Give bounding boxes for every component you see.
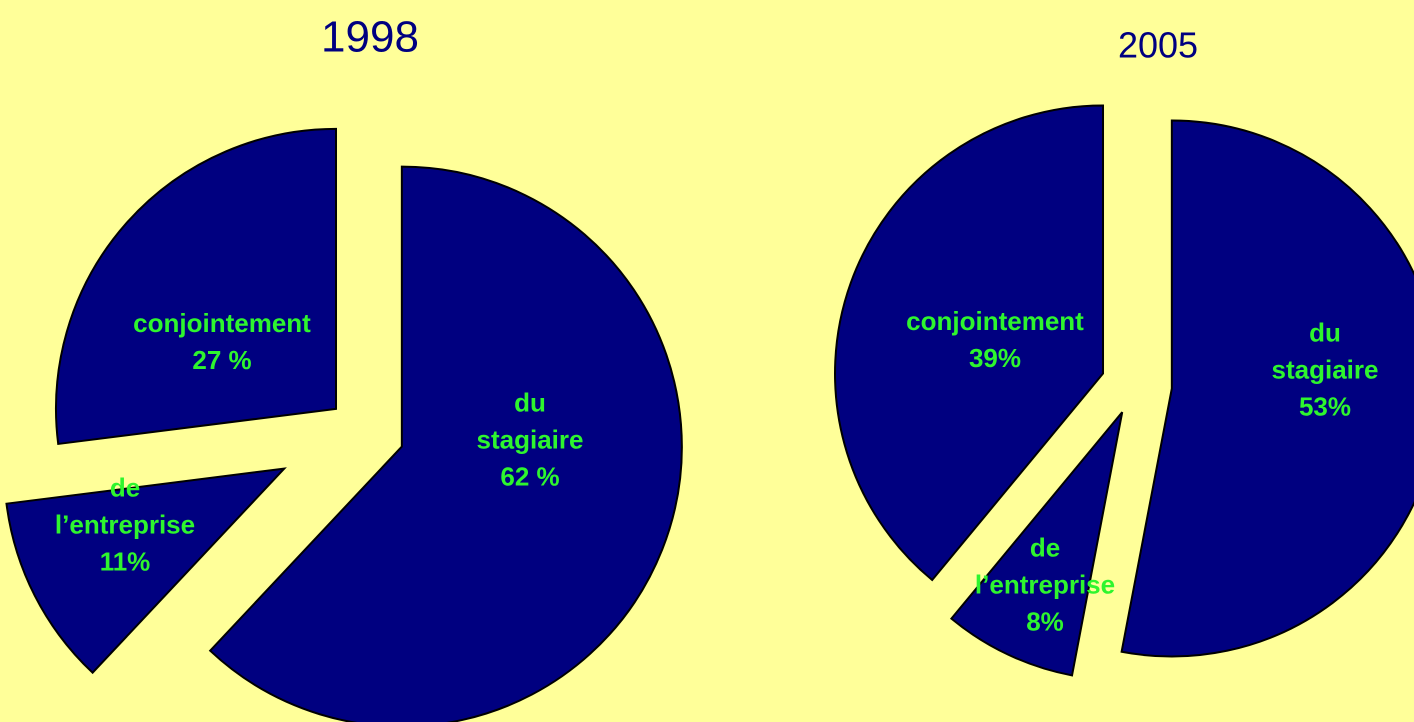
slice-category: du stagiaire (476, 387, 584, 455)
pie-slice (55, 127, 337, 446)
slice-category: conjointement (906, 306, 1084, 336)
slice-label: du stagiaire 62 % (477, 385, 584, 496)
pie-slice (5, 467, 287, 675)
slice-value-label: 39% (968, 343, 1022, 373)
pie-slice (949, 411, 1124, 677)
pie-slice (208, 165, 683, 722)
slice-category: de l’entreprise (54, 472, 196, 540)
slice-label: conjointement 39% (906, 303, 1084, 377)
slice-value-label: 8% (1026, 606, 1064, 637)
slice-value-label: 53% (1298, 391, 1352, 422)
slice-category: du stagiaire (1271, 317, 1379, 385)
slice-value-label: 27 % (192, 345, 252, 375)
slice-category: de l’entreprise (974, 532, 1116, 600)
slice-value-label: 11% (99, 546, 151, 577)
pie-slice (834, 104, 1105, 582)
pie-slice (1120, 119, 1414, 658)
slice-label: conjointement 27 % (133, 305, 311, 379)
slice-category: conjointement (133, 308, 311, 338)
slice-label: de l’entreprise 8% (975, 530, 1115, 641)
slice-value-label: 62 % (500, 461, 560, 492)
chart-title: 1998 (321, 13, 419, 62)
slice-label: du stagiaire 53% (1272, 315, 1379, 426)
slice-label: de l’entreprise 11% (55, 470, 195, 581)
chart-title: 2005 (1118, 25, 1198, 66)
